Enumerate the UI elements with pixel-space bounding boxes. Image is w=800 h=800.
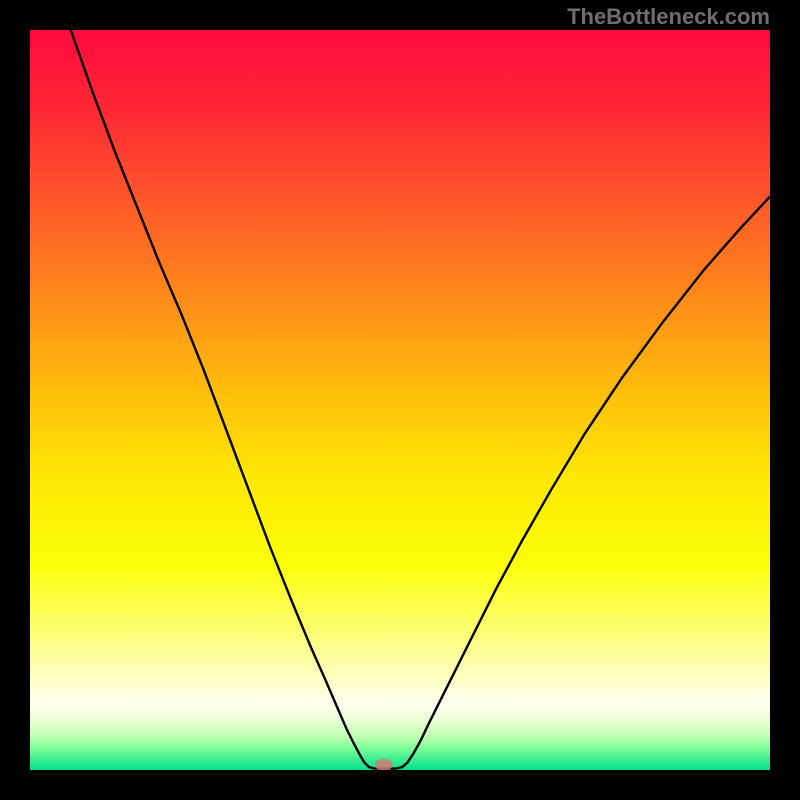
curve-line xyxy=(71,30,770,769)
bottleneck-curve xyxy=(30,30,770,770)
chart-frame: TheBottleneck.com xyxy=(0,0,800,800)
watermark-text: TheBottleneck.com xyxy=(567,4,770,30)
operating-point-marker xyxy=(375,759,393,770)
plot-area xyxy=(30,30,770,770)
